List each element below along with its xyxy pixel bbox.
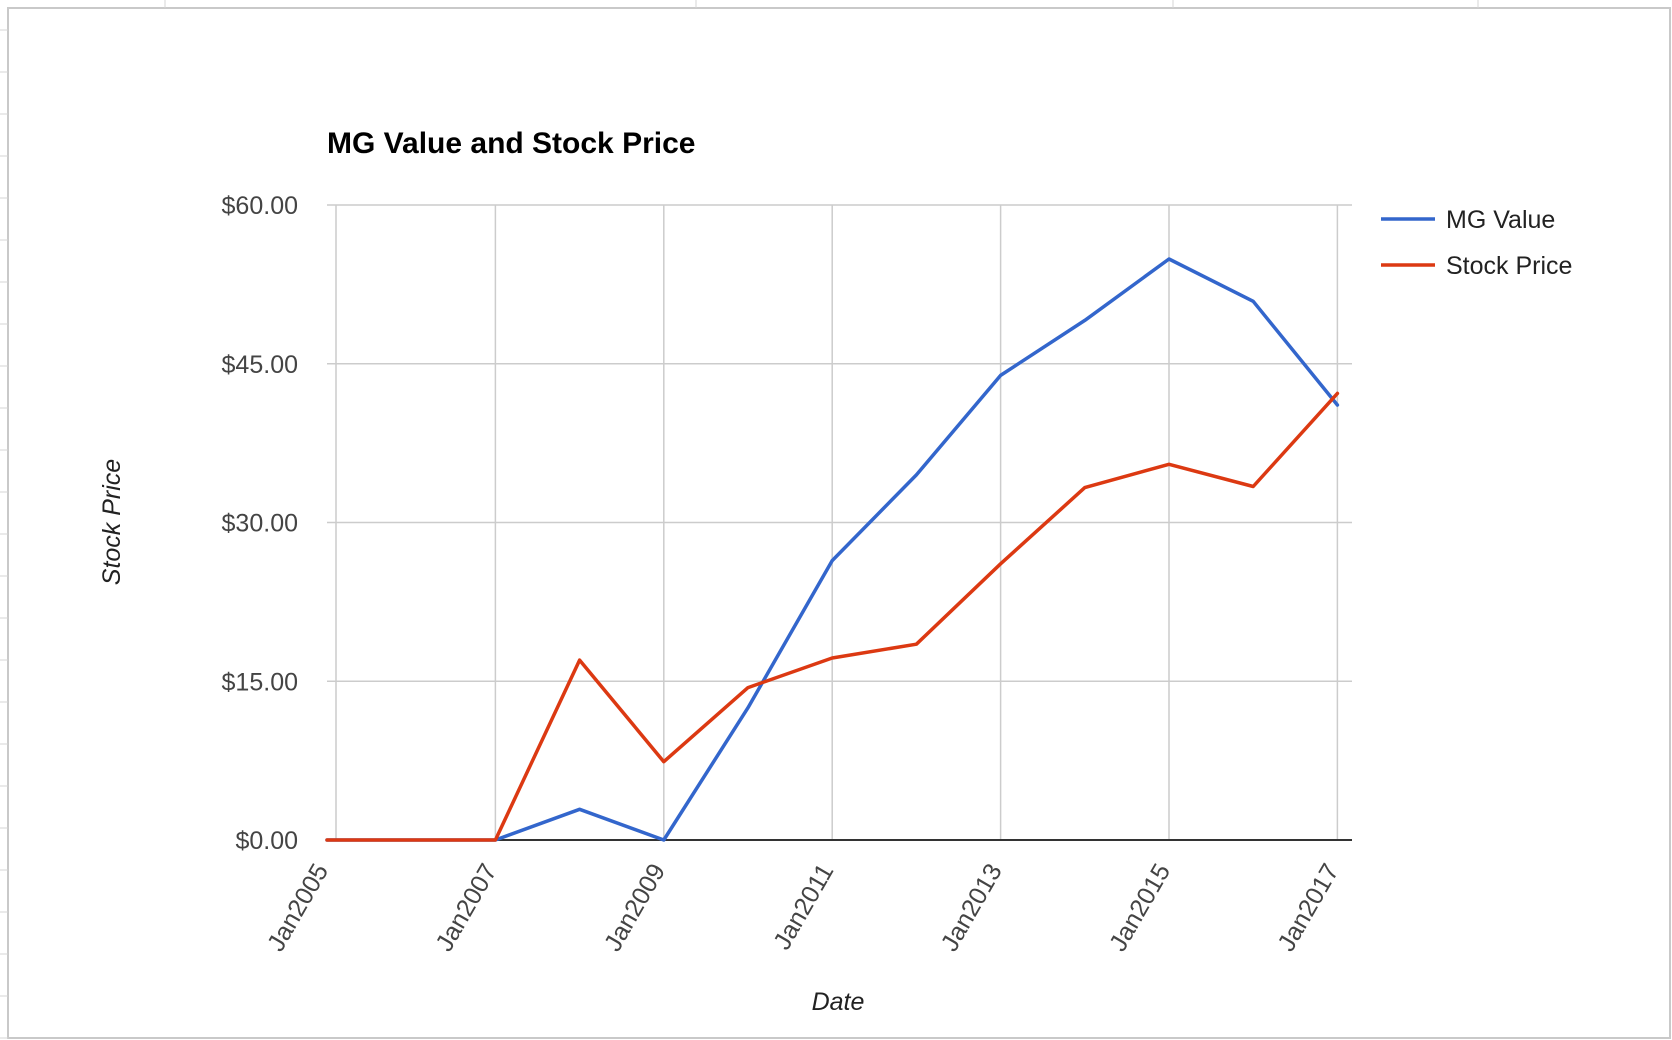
x-tick-label: Jan2005 (262, 859, 334, 956)
y-tick-label: $15.00 (222, 668, 298, 696)
legend: MG Value Stock Price (1381, 206, 1572, 280)
x-axis-title: Date (812, 988, 865, 1016)
legend-label: MG Value (1446, 206, 1555, 234)
x-tick-label: Jan2011 (768, 859, 839, 954)
series-line-2 (325, 391, 1340, 842)
legend-label: Stock Price (1446, 252, 1572, 280)
x-axis-ticks: Jan2005 Jan2007 Jan2009 Jan2011 Jan2013 Jan20… (262, 859, 1345, 956)
x-tick-label: Jan2007 (430, 859, 502, 956)
x-tick-label: Jan2015 (1104, 859, 1176, 956)
y-tick-label: $0.00 (235, 827, 298, 855)
y-tick-label: $60.00 (222, 192, 298, 220)
x-tick-label: Jan2013 (936, 859, 1008, 956)
y-axis-title: Stock Price (98, 459, 126, 585)
y-tick-label: $30.00 (222, 510, 298, 538)
sheet-border (7, 7, 1671, 1039)
chart-title: MG Value and Stock Price (327, 127, 695, 160)
y-tick-label: $45.00 (222, 351, 298, 379)
x-tick-label: Jan2009 (599, 859, 671, 956)
x-tick-label: Jan2017 (1272, 859, 1344, 956)
y-axis-ticks: $0.00 $15.00 $30.00 $45.00 $60.00 (222, 192, 298, 855)
gridlines (327, 204, 1352, 840)
series-lines (325, 257, 1340, 842)
